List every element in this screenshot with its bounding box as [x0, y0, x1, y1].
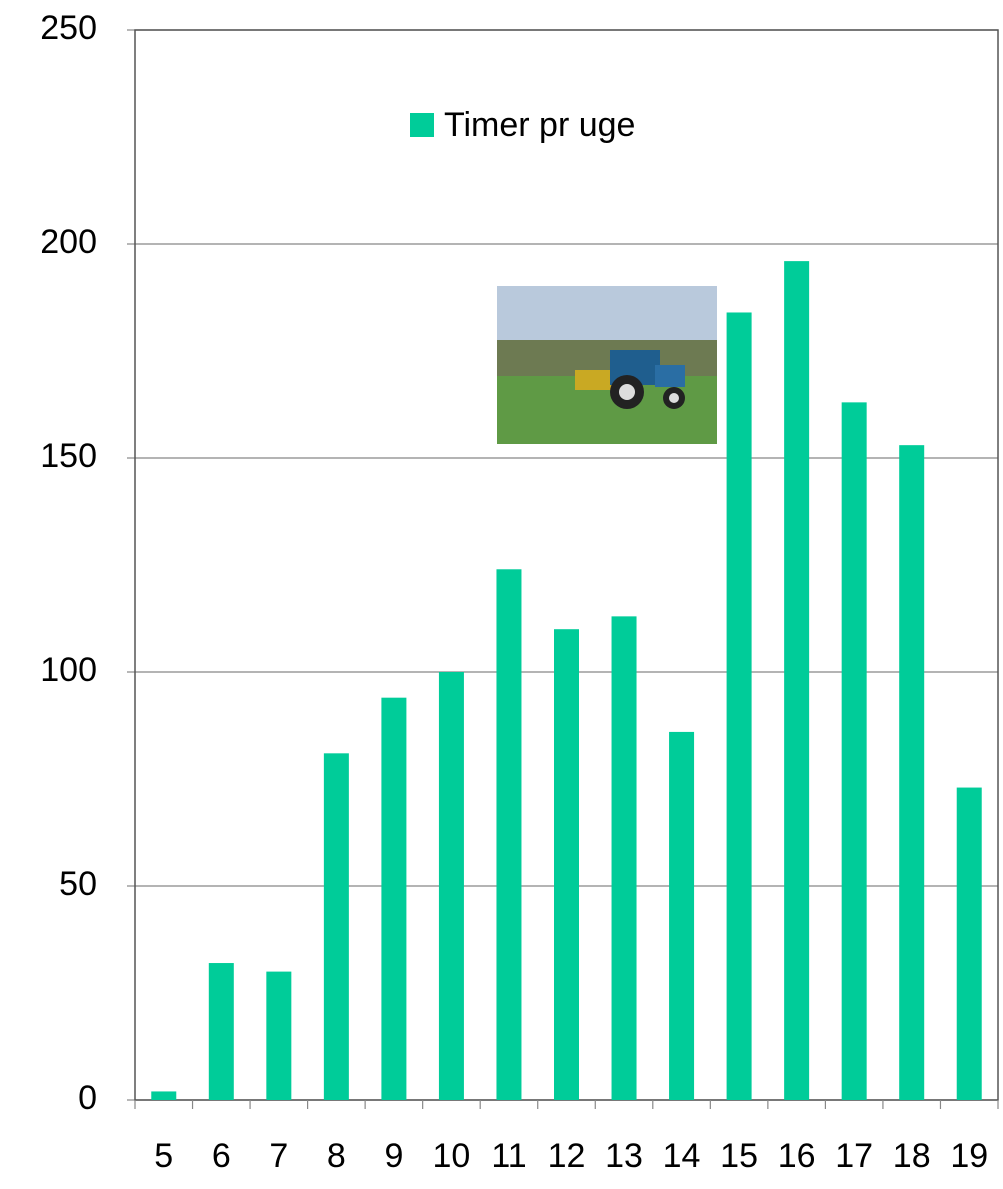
x-tick-label: 6	[212, 1137, 231, 1175]
legend-label: Timer pr uge	[444, 106, 635, 144]
y-tick-label: 250	[40, 9, 97, 47]
bar	[554, 629, 579, 1100]
x-tick-label: 5	[154, 1137, 173, 1175]
x-tick-label: 9	[384, 1137, 403, 1175]
x-tick-label: 13	[605, 1137, 643, 1175]
bar	[899, 445, 924, 1100]
bar	[324, 753, 349, 1100]
bar	[266, 972, 291, 1100]
x-tick-label: 8	[327, 1137, 346, 1175]
y-tick-label: 100	[40, 651, 97, 689]
bar	[784, 261, 809, 1100]
x-tick-label: 16	[778, 1137, 816, 1175]
chart: 0 50 100 150 200 250 5 67 89 10 11 12 13 14 15 16 17 18 19…	[0, 0, 1003, 1189]
x-tick-label: 17	[835, 1137, 873, 1175]
y-tick-label: 200	[40, 223, 97, 261]
bar	[209, 963, 234, 1100]
bar	[496, 569, 521, 1100]
x-tick-label: 19	[950, 1137, 988, 1175]
bar	[957, 788, 982, 1100]
x-tick-label: 10	[433, 1137, 471, 1175]
bar	[842, 402, 867, 1100]
x-tick-label: 12	[548, 1137, 586, 1175]
legend-swatch	[410, 113, 434, 137]
x-tick-label: 7	[269, 1137, 288, 1175]
x-tick-label: 15	[720, 1137, 758, 1175]
x-tick-label: 14	[663, 1137, 701, 1175]
x-tick-label: 18	[893, 1137, 931, 1175]
bar	[151, 1091, 176, 1100]
bar	[669, 732, 694, 1100]
tractor-photo	[497, 286, 717, 444]
page: {"chart_data": {"type": "bar", "categori…	[0, 0, 1003, 1189]
y-tick-label: 50	[59, 865, 97, 903]
y-tick-label: 150	[40, 437, 97, 475]
bar	[381, 698, 406, 1100]
y-tick-label: 0	[78, 1079, 97, 1117]
x-tick-label: 11	[491, 1137, 526, 1175]
bar	[612, 616, 637, 1100]
bar	[439, 672, 464, 1100]
bar	[727, 312, 752, 1100]
